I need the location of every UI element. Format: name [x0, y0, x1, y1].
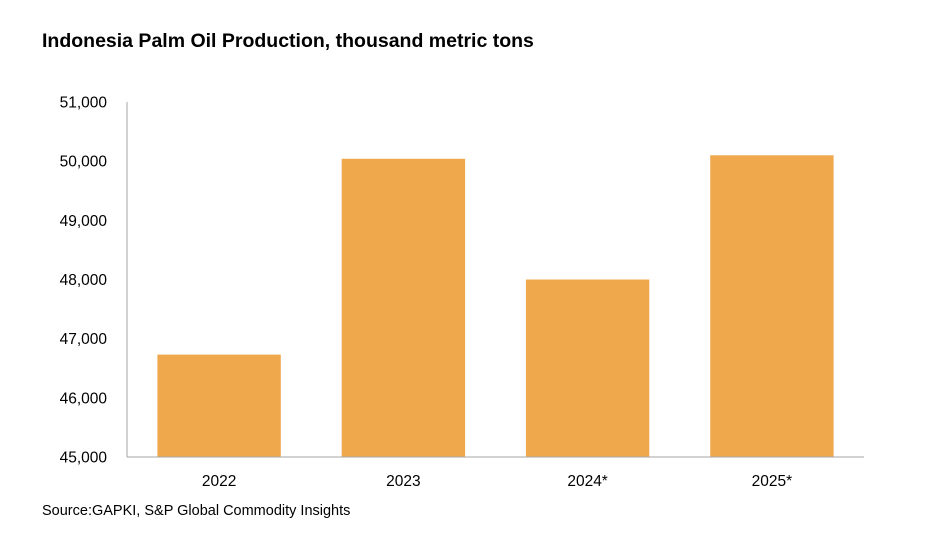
- y-tick-label: 46,000: [60, 390, 108, 407]
- y-tick-label: 47,000: [60, 331, 108, 348]
- y-axis-tick-labels: 45,000 46,000 47,000 48,000 49,000 50,000 51,0…: [60, 95, 108, 467]
- bar-2024: [525, 279, 650, 457]
- x-tick-label: 2025*: [752, 473, 793, 490]
- x-tick-label: 2024*: [567, 473, 608, 490]
- axes: [126, 102, 864, 458]
- y-tick-label: 45,000: [60, 450, 108, 467]
- x-tick-label: 2023: [386, 473, 420, 490]
- bar-2022: [157, 354, 281, 457]
- y-tick-label: 49,000: [60, 213, 108, 230]
- y-tick-label: 51,000: [60, 95, 108, 112]
- bar-2025: [710, 155, 834, 458]
- y-tick-label: 50,000: [60, 154, 108, 171]
- y-tick-label: 48,000: [60, 272, 108, 289]
- chart-source-note: Source:GAPKI, S&P Global Commodity Insig…: [42, 503, 351, 519]
- bar-2023: [341, 158, 466, 458]
- bars: [157, 155, 834, 458]
- x-tick-label: 2022: [202, 473, 236, 490]
- chart-title: Indonesia Palm Oil Production, thousand …: [42, 30, 534, 52]
- x-axis-tick-labels: 2022 2023 2024* 2025*: [202, 473, 792, 490]
